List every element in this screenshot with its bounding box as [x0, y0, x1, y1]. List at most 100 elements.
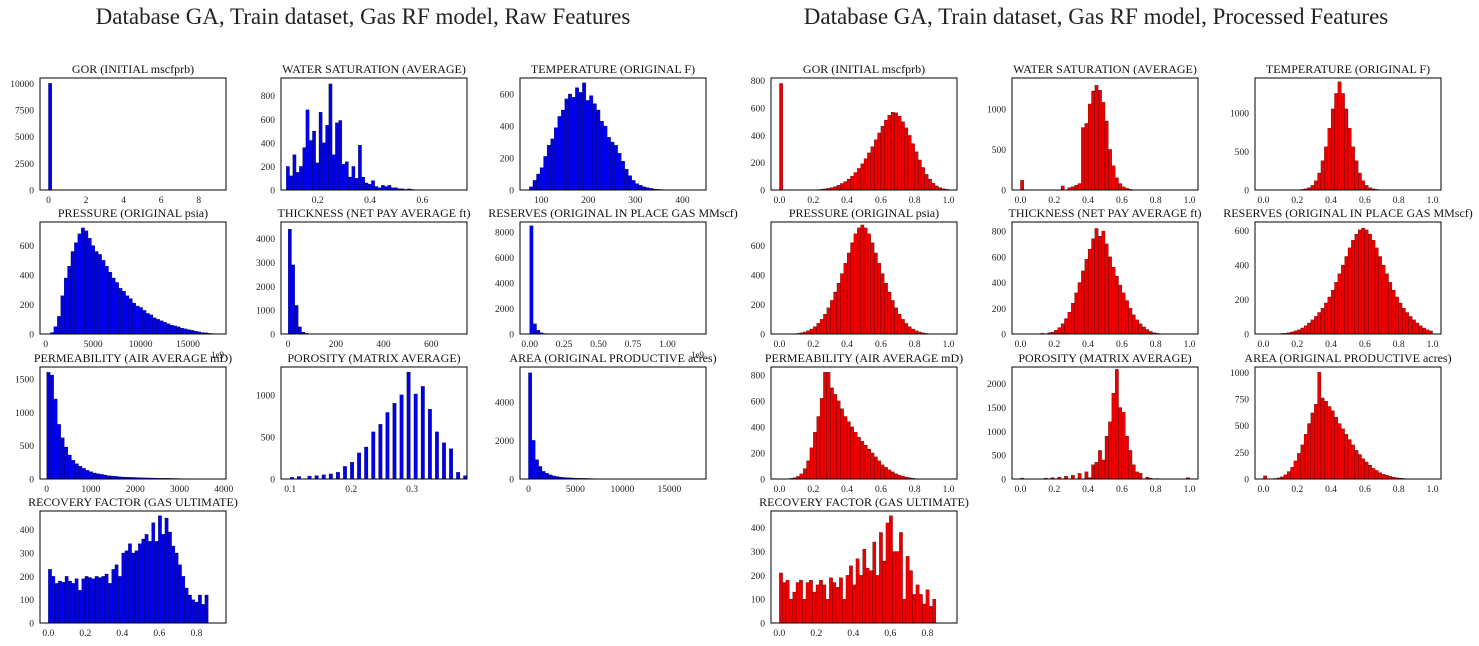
processed-thickness-net-pay-average-ft-bar	[1145, 329, 1150, 335]
processed-pressure-original-psia-bar	[850, 242, 854, 335]
raw-water-saturation-average-ytick-label: 800	[261, 92, 276, 102]
raw-permeability-air-average-md-bar	[96, 473, 100, 480]
raw-pressure-original-psia-ytick-label: 600	[20, 242, 35, 252]
processed-area-original-productive-acres-bar	[1293, 460, 1298, 480]
raw-pressure-original-psia-bar	[190, 330, 195, 335]
processed-gor-initial-mscfprb-ytick-label: 800	[751, 77, 766, 87]
processed-porosity-matrix-average-bar	[1125, 435, 1129, 480]
raw-water-saturation-average-bar	[354, 178, 359, 191]
raw-porosity-matrix-average-xtick-label: 0.3	[406, 485, 418, 495]
processed-thickness-net-pay-average-ft-bar	[1138, 323, 1143, 335]
processed-permeability-air-average-md-bar	[836, 400, 841, 480]
processed-water-saturation-average-bar	[1087, 103, 1092, 191]
processed-area-original-productive-acres-ytick-label: 250	[1235, 449, 1250, 459]
processed-thickness-net-pay-average-ft-xtick-label: 0.2	[1048, 340, 1060, 350]
processed-permeability-air-average-md-bar	[833, 394, 838, 480]
raw-water-saturation-average-bar	[286, 166, 290, 191]
raw-reserves-original-in-place-gas-mmscf-xtick-label: 0.25	[556, 340, 573, 350]
processed-gor-initial-mscfprb-bar	[870, 146, 875, 191]
processed-thickness-net-pay-average-ft-bar	[1060, 323, 1065, 335]
processed-pressure-original-psia-bar	[901, 319, 905, 335]
raw-pressure-original-psia-bar	[74, 242, 78, 335]
processed-gor-initial-mscfprb-xtick-label: 0.6	[875, 196, 887, 206]
processed-porosity-matrix-average-bar	[1091, 464, 1095, 480]
processed-porosity-matrix-average-bar	[1071, 475, 1075, 480]
processed-area-original-productive-acres-bar	[1364, 461, 1369, 480]
raw-reserves-original-in-place-gas-mmscf-ytick-label: 2000	[495, 305, 514, 315]
processed-reserves-original-in-place-gas-mmscf-xtick-label: 1.0	[1427, 340, 1439, 350]
processed-water-saturation-average-title: WATER SATURATION (AVERAGE)	[1013, 62, 1197, 76]
processed-water-saturation-average-ytick-label: 500	[992, 146, 1007, 156]
processed-gor-initial-mscfprb-bar	[911, 143, 915, 191]
processed-area-original-productive-acres-bar	[1358, 454, 1362, 480]
processed-area-original-productive-acres-bar	[1351, 444, 1355, 480]
raw-temperature-original-f-bar	[561, 109, 565, 191]
raw-porosity-matrix-average-bar	[343, 466, 347, 480]
raw-recovery-factor-gas-ultimate-ytick-label: 100	[20, 596, 35, 606]
raw-permeability-air-average-md-bar	[60, 437, 65, 480]
processed-reserves-original-in-place-gas-mmscf-bar	[1391, 289, 1396, 335]
raw-temperature-original-f-bar	[635, 183, 640, 191]
processed-pressure-original-psia-bar	[833, 291, 838, 335]
raw-permeability-air-average-md-ytick-label: 0	[29, 476, 34, 486]
raw-permeability-air-average-md-ytick-label: 1500	[15, 376, 34, 386]
processed-permeability-air-average-md-bar	[884, 467, 888, 480]
processed-reserves-original-in-place-gas-mmscf-bar	[1310, 319, 1315, 335]
processed-pressure-original-psia-bar	[836, 283, 841, 335]
processed-porosity-matrix-average-bar	[1118, 407, 1123, 480]
processed-area-original-productive-acres-bar	[1324, 401, 1328, 480]
processed-area-original-productive-acres-bar	[1378, 472, 1382, 480]
raw-pressure-original-psia-bar	[186, 329, 191, 335]
raw-recovery-factor-gas-ultimate-xtick-label: 0.4	[116, 629, 128, 639]
raw-temperature-original-f-bar	[532, 180, 537, 191]
processed-area-original-productive-acres-axes-frame	[1254, 366, 1442, 480]
processed-reserves-original-in-place-gas-mmscf-bar	[1303, 325, 1308, 335]
raw-thickness-net-pay-average-ft-ytick-label: 3000	[256, 259, 275, 269]
raw-water-saturation-average-bar	[364, 182, 369, 191]
raw-reserves-original-in-place-gas-mmscf-ytick-label: 6000	[495, 254, 514, 264]
raw-reserves-original-in-place-gas-mmscf-panel: RESERVES (ORIGINAL IN PLACE GAS MMscf) 0.…	[488, 206, 738, 360]
processed-gor-initial-mscfprb-ytick-label: 0	[760, 187, 765, 197]
processed-permeability-air-average-md-bar	[840, 408, 844, 480]
raw-water-saturation-average-xtick-label: 0.6	[417, 196, 429, 206]
processed-pressure-original-psia-bar	[830, 300, 834, 335]
processed-reserves-original-in-place-gas-mmscf-bar	[1297, 329, 1301, 335]
processed-permeability-air-average-md-bar	[806, 460, 811, 480]
processed-gor-initial-mscfprb-bar	[928, 178, 932, 191]
processed-reserves-original-in-place-gas-mmscf-xtick-label: 0.2	[1291, 340, 1303, 350]
processed-permeability-air-average-md-bar	[816, 416, 821, 480]
raw-recovery-factor-gas-ultimate-bar	[104, 573, 109, 624]
processed-area-original-productive-acres-ytick-label: 500	[1235, 422, 1250, 432]
processed-gor-initial-mscfprb-xtick-label: 0.4	[841, 196, 853, 206]
processed-porosity-matrix-average-axes-frame	[1011, 366, 1199, 480]
raw-area-original-productive-acres-title: AREA (ORIGINAL PRODUCTIVE acres)	[509, 351, 716, 365]
raw-area-original-productive-acres-ytick-label: 0	[509, 476, 514, 486]
processed-permeability-air-average-md-bar	[887, 469, 892, 480]
raw-permeability-air-average-md-bar	[78, 466, 83, 480]
processed-thickness-net-pay-average-ft-ytick-label: 400	[992, 279, 1007, 289]
raw-area-original-productive-acres-xtick-label: 0	[526, 485, 531, 495]
processed-permeability-air-average-md-ytick-label: 800	[751, 371, 766, 381]
processed-temperature-original-f-bar	[1330, 108, 1335, 191]
raw-permeability-air-average-md-bar	[85, 470, 90, 480]
processed-pressure-original-psia-bar	[863, 227, 868, 335]
raw-area-original-productive-acres-xtick-label: 10000	[611, 485, 635, 495]
raw-pressure-original-psia-bar	[118, 288, 123, 335]
processed-gor-initial-mscfprb-bar	[914, 151, 919, 191]
raw-water-saturation-average-axes-frame	[280, 77, 468, 191]
raw-gor-initial-mscfprb-ytick-label: 5000	[15, 133, 34, 143]
processed-area-original-productive-acres-bar	[1371, 468, 1376, 480]
raw-recovery-factor-gas-ultimate-bar	[144, 534, 149, 624]
processed-gor-initial-mscfprb-bar	[901, 121, 905, 191]
raw-porosity-matrix-average-bar	[328, 473, 333, 480]
processed-gor-initial-mscfprb-bar	[853, 172, 858, 191]
processed-recovery-factor-gas-ultimate-bar	[915, 584, 920, 624]
processed-reserves-original-in-place-gas-mmscf-ytick-label: 200	[1235, 296, 1250, 306]
raw-water-saturation-average-xtick-label: 0.4	[364, 196, 376, 206]
raw-permeability-air-average-md-xtick-label: 2000	[126, 485, 145, 495]
processed-water-saturation-average-bar	[1111, 165, 1116, 191]
processed-thickness-net-pay-average-ft-bar	[1074, 292, 1079, 335]
processed-thickness-net-pay-average-ft-bar	[1121, 292, 1126, 335]
processed-water-saturation-average-bar	[1084, 123, 1089, 191]
raw-water-saturation-average-bar	[315, 162, 320, 191]
